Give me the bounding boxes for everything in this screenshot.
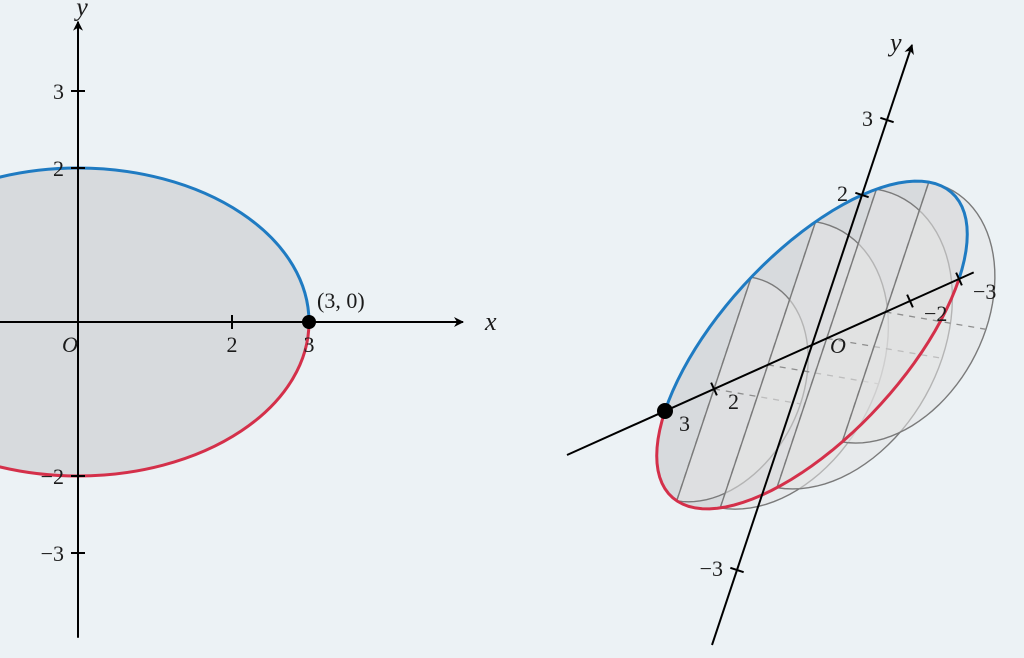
origin-label-3d: O: [830, 333, 846, 358]
x-tick-label: 2: [227, 332, 238, 357]
y-tick-label: 3: [53, 79, 64, 104]
vertex-point: [302, 315, 316, 329]
y-axis-label: y: [73, 0, 88, 22]
y-tick-label: −3: [41, 541, 64, 566]
x-tick-label-3d: −2: [924, 301, 947, 326]
x-axis-label: x: [484, 307, 497, 336]
x-tick-label-3d: 2: [728, 389, 739, 414]
y-axis-label-3d: y: [887, 28, 902, 57]
x-tick-label-3d: −3: [973, 279, 996, 304]
origin-label: O: [62, 332, 78, 357]
vertex-point-label: (3, 0): [317, 288, 365, 313]
y-tick-label-3d: 2: [837, 181, 848, 206]
y-tick-label: −2: [41, 464, 64, 489]
y-tick-label: 2: [53, 156, 64, 181]
vertex-point-3d: [657, 403, 673, 419]
figure-stage: 2 3 3 2 −2 −3 x y O (3, 0) 2 3 −2 −3 3 2 −3 y O: [0, 0, 1024, 658]
y-tick-label-3d: −3: [700, 556, 723, 581]
x-tick-label-3d: 3: [679, 411, 690, 436]
x-tick-label: 3: [304, 332, 315, 357]
y-tick-label-3d: 3: [862, 106, 873, 131]
